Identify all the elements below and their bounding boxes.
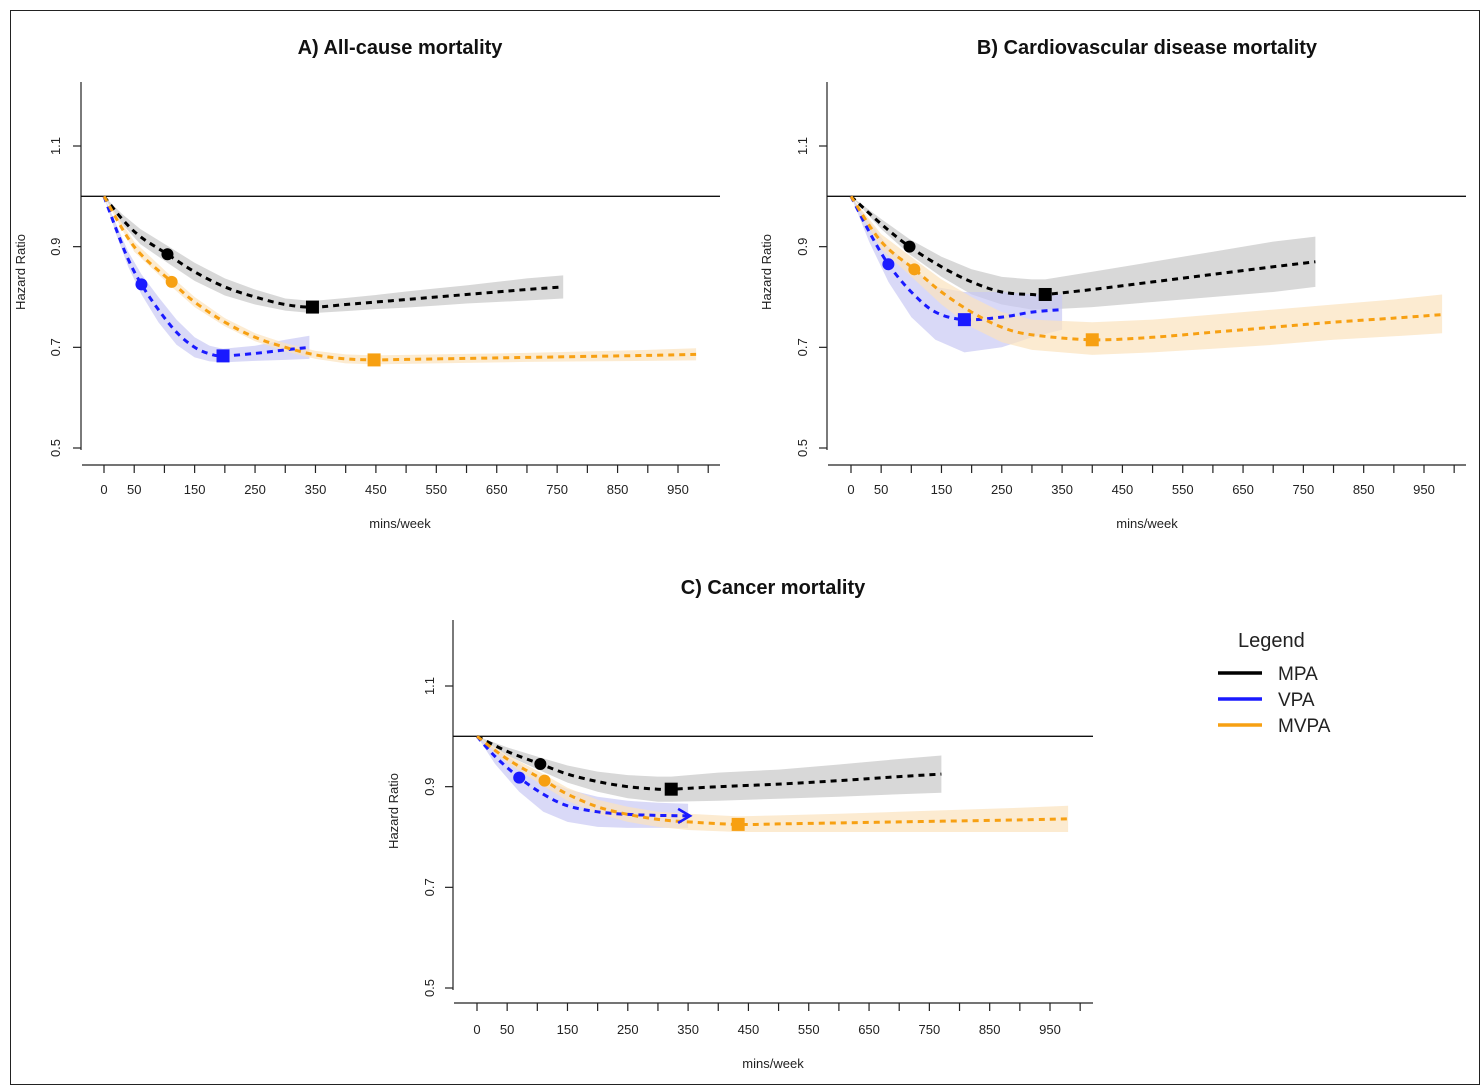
y-tick-label: 0.9 — [48, 238, 63, 256]
ci-band-mvpa — [851, 196, 1443, 355]
x-tick-label: 0 — [473, 1022, 480, 1037]
x-axis-label: mins/week — [742, 1056, 804, 1071]
panel-cancer-mortality: C) Cancer mortality mins/week Hazard Rat… — [386, 577, 1093, 1071]
x-tick-label: 350 — [677, 1022, 699, 1037]
x-tick-label: 150 — [184, 482, 206, 497]
y-axis-label: Hazard Ratio — [386, 773, 401, 849]
marker-square-vpa — [957, 313, 971, 327]
marker-arrow-vpa — [677, 807, 693, 824]
marker-square-mpa — [664, 782, 678, 796]
x-tick-label: 250 — [991, 482, 1013, 497]
chart-title: C) Cancer mortality — [681, 577, 866, 599]
x-tick-label: 450 — [738, 1022, 760, 1037]
legend-label-mpa: MPA — [1278, 664, 1318, 685]
x-tick-label: 450 — [1112, 482, 1134, 497]
y-tick-label: 0.9 — [422, 778, 437, 796]
y-axis-label: Hazard Ratio — [759, 234, 774, 310]
ci-band-mpa — [477, 736, 942, 802]
marker-circle-vpa — [135, 278, 148, 291]
series-line-vpa — [102, 195, 310, 358]
x-tick-label: 850 — [607, 482, 629, 497]
chart-title: A) All-cause mortality — [298, 37, 504, 59]
legend: Legend MPA VPA MVPA — [1218, 630, 1331, 737]
y-tick-label: 0.5 — [48, 439, 63, 457]
x-tick-label: 750 — [919, 1022, 941, 1037]
x-tick-label: 650 — [858, 1022, 880, 1037]
marker-circle-mpa — [161, 248, 174, 261]
marker-circle-mvpa — [165, 275, 178, 288]
x-tick-label: 950 — [667, 482, 689, 497]
x-tick-label: 250 — [617, 1022, 639, 1037]
ci-band-vpa — [477, 736, 689, 828]
marker-square-vpa — [216, 349, 230, 363]
x-axis-label: mins/week — [1116, 516, 1178, 531]
x-tick-label: 950 — [1039, 1022, 1061, 1037]
marker-circle-mpa — [903, 240, 916, 253]
x-tick-label: 550 — [798, 1022, 820, 1037]
marker-circle-vpa — [513, 771, 526, 784]
series-line-mvpa — [476, 735, 1069, 827]
y-tick-label: 0.5 — [795, 439, 810, 457]
x-tick-label: 150 — [557, 1022, 579, 1037]
marker-square-mvpa — [731, 817, 745, 831]
y-tick-label: 1.1 — [795, 137, 810, 155]
x-tick-label: 850 — [979, 1022, 1001, 1037]
series-line-mvpa — [102, 195, 697, 362]
y-tick-label: 1.1 — [48, 137, 63, 155]
panel-all-cause-mortality: A) All-cause mortality mins/week Hazard … — [13, 37, 720, 531]
panel-cardiovascular-mortality: B) Cardiovascular disease mortality mins… — [759, 37, 1466, 531]
y-axis-label: Hazard Ratio — [13, 234, 28, 310]
y-tick-label: 0.9 — [795, 238, 810, 256]
legend-label-vpa: VPA — [1278, 690, 1315, 711]
marker-square-mvpa — [1085, 333, 1099, 347]
marker-circle-vpa — [882, 258, 895, 271]
x-tick-label: 750 — [546, 482, 568, 497]
series-line-vpa — [849, 195, 1063, 322]
y-tick-label: 0.7 — [795, 338, 810, 356]
legend-title: Legend — [1238, 630, 1305, 652]
marker-circle-mvpa — [908, 263, 921, 276]
x-tick-label: 0 — [100, 482, 107, 497]
x-tick-label: 550 — [425, 482, 447, 497]
marker-circle-mvpa — [538, 774, 551, 787]
x-tick-label: 350 — [1051, 482, 1073, 497]
x-tick-label: 50 — [874, 482, 888, 497]
ci-band-mvpa — [477, 736, 1069, 832]
x-tick-label: 750 — [1293, 482, 1315, 497]
marker-square-mpa — [1038, 287, 1052, 301]
y-tick-label: 0.5 — [422, 979, 437, 997]
legend-label-mvpa: MVPA — [1278, 716, 1331, 737]
x-tick-label: 0 — [847, 482, 854, 497]
ci-band-vpa — [851, 196, 1063, 353]
x-tick-label: 450 — [365, 482, 387, 497]
series-line-vpa — [475, 735, 689, 818]
x-tick-label: 850 — [1353, 482, 1375, 497]
marker-circle-mpa — [534, 758, 547, 771]
x-tick-label: 650 — [1232, 482, 1254, 497]
y-tick-label: 0.7 — [422, 878, 437, 896]
y-tick-label: 1.1 — [422, 677, 437, 695]
figure-frame — [10, 10, 1480, 1085]
x-tick-label: 50 — [500, 1022, 514, 1037]
x-tick-label: 150 — [931, 482, 953, 497]
x-tick-label: 550 — [1172, 482, 1194, 497]
x-tick-label: 350 — [305, 482, 327, 497]
x-tick-label: 650 — [486, 482, 508, 497]
marker-square-mvpa — [367, 353, 381, 367]
marker-square-mpa — [305, 300, 319, 314]
y-tick-label: 0.7 — [48, 338, 63, 356]
x-tick-label: 950 — [1413, 482, 1435, 497]
x-tick-label: 50 — [127, 482, 141, 497]
x-tick-label: 250 — [244, 482, 266, 497]
chart-title: B) Cardiovascular disease mortality — [977, 37, 1318, 59]
x-axis-label: mins/week — [369, 516, 431, 531]
